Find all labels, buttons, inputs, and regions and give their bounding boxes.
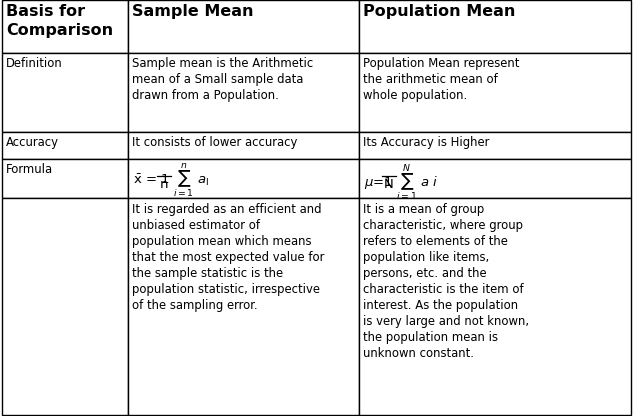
Text: It is a mean of group
characteristic, where group
refers to elements of the
popu: It is a mean of group characteristic, wh… bbox=[363, 203, 529, 359]
Text: Its Accuracy is Higher: Its Accuracy is Higher bbox=[363, 136, 490, 149]
Bar bbox=[2, 0, 128, 53]
Bar bbox=[128, 198, 359, 415]
Text: Definition: Definition bbox=[6, 57, 63, 70]
Text: Population Mean represent
the arithmetic mean of
whole population.: Population Mean represent the arithmetic… bbox=[363, 57, 520, 102]
Text: n: n bbox=[160, 178, 168, 191]
Text: $\mu$=1 $\sum_{i=1}^{N}$ $a$ $i$: $\mu$=1 $\sum_{i=1}^{N}$ $a$ $i$ bbox=[364, 162, 438, 203]
Bar bbox=[2, 132, 128, 159]
Bar bbox=[359, 0, 631, 53]
Text: It consists of lower accuracy: It consists of lower accuracy bbox=[132, 136, 298, 149]
Text: Sample mean is the Arithmetic
mean of a Small sample data
drawn from a Populatio: Sample mean is the Arithmetic mean of a … bbox=[132, 57, 313, 102]
Text: Accuracy: Accuracy bbox=[6, 136, 60, 149]
Text: Formula: Formula bbox=[6, 163, 53, 176]
Text: Basis for
Comparison: Basis for Comparison bbox=[6, 4, 113, 38]
Text: Population Mean: Population Mean bbox=[363, 4, 516, 19]
Bar bbox=[128, 0, 359, 53]
Bar bbox=[128, 132, 359, 159]
Text: It is regarded as an efficient and
unbiased estimator of
population mean which m: It is regarded as an efficient and unbia… bbox=[132, 203, 325, 312]
Bar bbox=[128, 159, 359, 198]
Bar bbox=[359, 53, 631, 132]
Bar bbox=[359, 132, 631, 159]
Bar bbox=[128, 53, 359, 132]
Bar bbox=[2, 198, 128, 415]
Text: N: N bbox=[384, 178, 394, 191]
Text: Sample Mean: Sample Mean bbox=[132, 4, 254, 19]
Bar bbox=[2, 53, 128, 132]
Text: $\bar{\mathregular{x}}$ = 1 $\sum_{i=1}^{n}$ $a_{\mathregular{I}}$: $\bar{\mathregular{x}}$ = 1 $\sum_{i=1}^… bbox=[133, 162, 209, 200]
Bar bbox=[2, 159, 128, 198]
Bar bbox=[359, 198, 631, 415]
Bar bbox=[359, 159, 631, 198]
